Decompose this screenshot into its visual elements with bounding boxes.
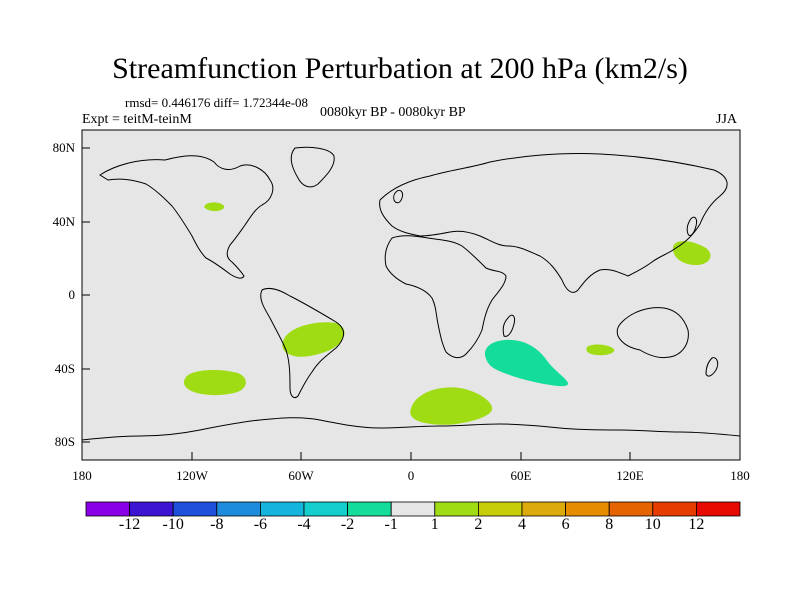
colorbar-box-6 (347, 501, 392, 517)
colorbar-label: 1 (430, 516, 439, 533)
colorbar-label: -12 (118, 516, 141, 533)
japan-coast (686, 216, 697, 237)
colorbar-box-3 (216, 501, 261, 517)
season-label: JJA (716, 112, 738, 127)
colorbar-label: -10 (162, 516, 184, 533)
anomaly-regions (183, 202, 711, 425)
south-america-positive (282, 322, 345, 357)
colorbar-label: 4 (518, 516, 526, 533)
colorbar-box-1 (129, 501, 174, 517)
colorbar-box-9 (477, 501, 523, 517)
lat-label-80s: 80S (54, 434, 75, 449)
colorbar-label: 8 (605, 516, 614, 533)
colorbar-box-2 (172, 501, 218, 517)
colorbar-box-4 (259, 501, 305, 517)
colorbar-box-8 (434, 501, 479, 517)
colorbar-box-13 (652, 501, 697, 517)
period-label: 0080kyr BP - 0080kyr BP (320, 105, 466, 120)
north-america-coast (99, 155, 274, 279)
british-isles-coast (393, 189, 403, 204)
colorbar-box-11 (565, 501, 610, 517)
africa-coast (384, 235, 507, 359)
colorbar-label: 2 (474, 516, 483, 533)
lon-label-180w: 180 (72, 468, 92, 483)
chart-title: Streamfunction Perturbation at 200 hPa (… (112, 52, 688, 85)
map-background (82, 130, 740, 460)
greenland-coast (290, 146, 335, 188)
colorbar-box-14 (696, 501, 741, 517)
north-atlantic-positive (204, 202, 225, 212)
new-zealand-coast (705, 357, 719, 377)
colorbar (85, 501, 741, 517)
lat-label-0: 0 (68, 287, 76, 302)
eurasia-coast (379, 152, 728, 293)
rmsd-stats: rmsd= 0.446176 diff= 1.72344e-08 (125, 95, 309, 110)
lat-tick-marks (82, 147, 90, 443)
lon-tick-marks (81, 452, 741, 460)
south-pacific-positive (183, 369, 246, 396)
colorbar-box-5 (303, 501, 348, 517)
antarctica-coast (81, 417, 741, 441)
lon-label-60w: 60W (288, 468, 314, 483)
lon-label-120e: 120E (616, 468, 644, 483)
colorbar-label: 12 (688, 516, 705, 533)
colorbar-label: -8 (210, 516, 224, 533)
lat-label-40s: 40S (54, 361, 75, 376)
australia-coast (616, 307, 689, 359)
lon-label-60e: 60E (510, 468, 532, 483)
colorbar-box-0 (85, 501, 130, 517)
colorbar-label: -2 (340, 516, 355, 533)
colorbar-label: -4 (297, 516, 311, 533)
lon-label-0: 0 (407, 468, 415, 483)
coastlines (81, 146, 741, 441)
lat-label-80n: 80N (52, 140, 75, 155)
lon-label-120w: 120W (176, 468, 208, 483)
west-pacific-positive (672, 241, 711, 266)
lat-label-40n: 40N (52, 214, 75, 229)
indian-ocean-negative (484, 339, 569, 387)
madagascar-coast (502, 314, 515, 337)
colorbar-label: 6 (561, 516, 570, 533)
colorbar-label: -6 (253, 516, 268, 533)
experiment-label: Expt = teitM-teinM (82, 112, 192, 127)
colorbar-label: -1 (384, 516, 398, 533)
lon-label-180e: 180 (730, 468, 750, 483)
colorbar-box-10 (521, 501, 566, 517)
indian-ocean-small-positive (586, 344, 615, 356)
south-america-coast (260, 287, 344, 399)
colorbar-box-7 (390, 501, 436, 517)
southern-ocean-positive (410, 387, 493, 425)
colorbar-label: 10 (644, 516, 661, 533)
colorbar-box-12 (608, 501, 654, 517)
